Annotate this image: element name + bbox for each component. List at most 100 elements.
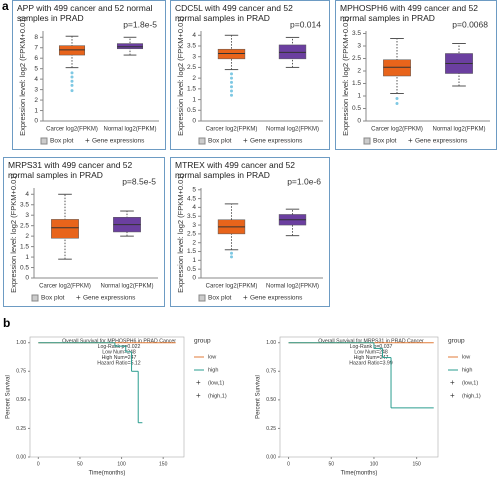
y-tick-label: 4.5 [187, 195, 196, 202]
panel-title: MTREX with 499 cancer and 52 normal samp… [175, 160, 296, 180]
legend-title: group [194, 338, 211, 345]
y-tick-label: 5 [192, 186, 196, 193]
legend-label: Box plot [373, 138, 397, 145]
box [58, 45, 86, 56]
legend-label: Gene expressions [83, 295, 136, 302]
box-chart: 0 1 2 3 4 5 6 7 8 Expression level: log2 (FPKM+0.… [18, 16, 159, 145]
y-tick-label: 3 [192, 53, 196, 60]
legend-label: (high,1) [462, 393, 481, 399]
legend-swatch: + [243, 293, 248, 302]
annotation: Overall Survival for MPHOSPH6 in PRAD Ca… [62, 338, 176, 344]
x-tick-label: Normal log2(FPKM) [103, 127, 156, 133]
outlier [70, 89, 74, 93]
y-tick-label: 4 [192, 204, 196, 211]
annotation: High Num=247 [102, 355, 137, 361]
y-tick-label: 2.5 [187, 64, 196, 71]
outlier [230, 93, 233, 97]
y-axis-label: Percent Survival [256, 375, 262, 419]
y-tick-label: 0.50 [16, 397, 26, 403]
x-tick-label: 100 [117, 461, 126, 467]
y-tick-label: 0.50 [266, 397, 276, 403]
y-tick-label: 4 [25, 191, 29, 198]
legend-swatch: + [450, 378, 455, 387]
legend-label: (low,1) [208, 380, 224, 386]
y-tick-label: 1 [192, 96, 196, 103]
survival-panel: 0.00 0.25 0.50 0.75 1.00 0 50 100 150 Time(months… [0, 325, 246, 479]
annotation: Overall Survival for MRPS31 in PRAD Canc… [318, 338, 424, 344]
box-chart: 0 0.5 1 1.5 22.5 3 3.5 4 4.5 5 Expression level: l… [176, 173, 323, 302]
panel-title: CDC5L with 499 cancer and 52 normal samp… [175, 3, 293, 23]
legend-swatch: + [408, 136, 413, 145]
legend-label: Box plot [41, 295, 65, 302]
survival-chart: 0.00 0.25 0.50 0.75 1.00 0 50 100 150 Time(months… [6, 336, 227, 477]
legend-label: Box plot [208, 138, 232, 145]
outlier [395, 102, 399, 105]
legend-label: low [462, 354, 470, 360]
y-tick-label: 2 [357, 68, 361, 75]
x-tick-label: Carcer log2(FPKM) [206, 284, 258, 290]
y-tick-label: 1 [357, 93, 361, 100]
panel-label: b [3, 316, 11, 330]
outlier [70, 79, 74, 83]
legend-label: Gene expressions [250, 295, 303, 302]
plot-frame [279, 336, 439, 458]
box-chart: 0 0.5 1 1.5 2 2.5 3 3.5 4 Expression level: log2 … [176, 16, 323, 145]
y-tick-label: 0.00 [16, 454, 26, 460]
panel-title: MRPS31 with 499 cancer and 52 normal sam… [8, 160, 133, 180]
y-axis-label: Expression level: log2 (FPKM+0.01) [176, 16, 185, 136]
y-tick-label: 2.5 [20, 222, 29, 229]
y-tick-label: 0 [357, 118, 361, 125]
outlier [230, 76, 233, 80]
y-tick-label: 0.5 [20, 264, 29, 271]
y-tick-label: 0.00 [266, 454, 276, 460]
y-tick-label: 1.5 [352, 80, 361, 87]
y-tick-label: 0.25 [266, 426, 276, 432]
panel-title: APP with 499 cancer and 52 normal sample… [17, 3, 153, 23]
legend-label: Box plot [208, 295, 232, 302]
legend-swatch: + [76, 293, 81, 302]
y-axis-label: Expression level: log2 (FPKM+0.01) [341, 16, 350, 136]
x-tick-label: 50 [77, 461, 83, 467]
y-axis-label: Expression level: log2 (FPKM+0.01) [9, 173, 18, 293]
y-tick-label: 3 [34, 86, 38, 93]
y-tick-label: 0.5 [187, 266, 196, 273]
legend-swatch [198, 294, 206, 302]
y-tick-label: 1.00 [266, 340, 276, 346]
survival-chart: 0.00 0.25 0.50 0.75 1.00 0 50 100 150 Time(months… [256, 336, 481, 477]
x-axis-label: Time(months) [341, 471, 378, 477]
legend-swatch [363, 137, 371, 145]
x-tick-label: Normal log2(FPKM) [100, 284, 153, 290]
legend-swatch: + [450, 391, 455, 400]
box-panel: MRPS31 with 499 cancer and 52 normal sam… [3, 157, 165, 307]
annotation: p=0.0068 [452, 19, 488, 29]
box [383, 59, 411, 77]
legend-label: (low,1) [462, 380, 478, 386]
y-tick-label: 6 [34, 55, 38, 62]
x-tick-label: Normal log2(FPKM) [266, 284, 319, 290]
annotation: p=1.8e-5 [123, 19, 157, 29]
y-axis-label: Percent Survival [6, 375, 12, 419]
y-tick-label: 3 [192, 222, 196, 229]
x-tick-label: Carcer log2(FPKM) [371, 127, 423, 133]
x-tick-label: Normal log2(FPKM) [266, 127, 319, 133]
annotation: Hazard Ratio=5.12 [97, 360, 141, 366]
box-panel: MPHOSPH6 with 499 cancer and 52 normal s… [335, 0, 497, 150]
x-tick-label: 100 [370, 461, 379, 467]
annotation: Log-Rank p=0.022 [98, 344, 141, 350]
box-panel: CDC5L with 499 cancer and 52 normal samp… [170, 0, 330, 150]
y-tick-label: 3.5 [187, 213, 196, 220]
y-tick-label: 2 [192, 239, 196, 246]
y-tick-label: 1 [192, 257, 196, 264]
x-tick-label: Normal log2(FPKM) [432, 127, 485, 133]
y-tick-label: 4 [192, 32, 196, 39]
y-tick-label: 1 [34, 107, 38, 114]
box [278, 44, 307, 60]
y-tick-label: 8 [34, 34, 38, 41]
y-tick-label: 1.5 [20, 243, 29, 250]
y-tick-label: 0.25 [16, 426, 26, 432]
outlier [230, 80, 233, 84]
outlier [230, 72, 233, 76]
annotation: p=8.5e-5 [122, 176, 156, 186]
box-panel: APP with 499 cancer and 52 normal sample… [12, 0, 166, 150]
